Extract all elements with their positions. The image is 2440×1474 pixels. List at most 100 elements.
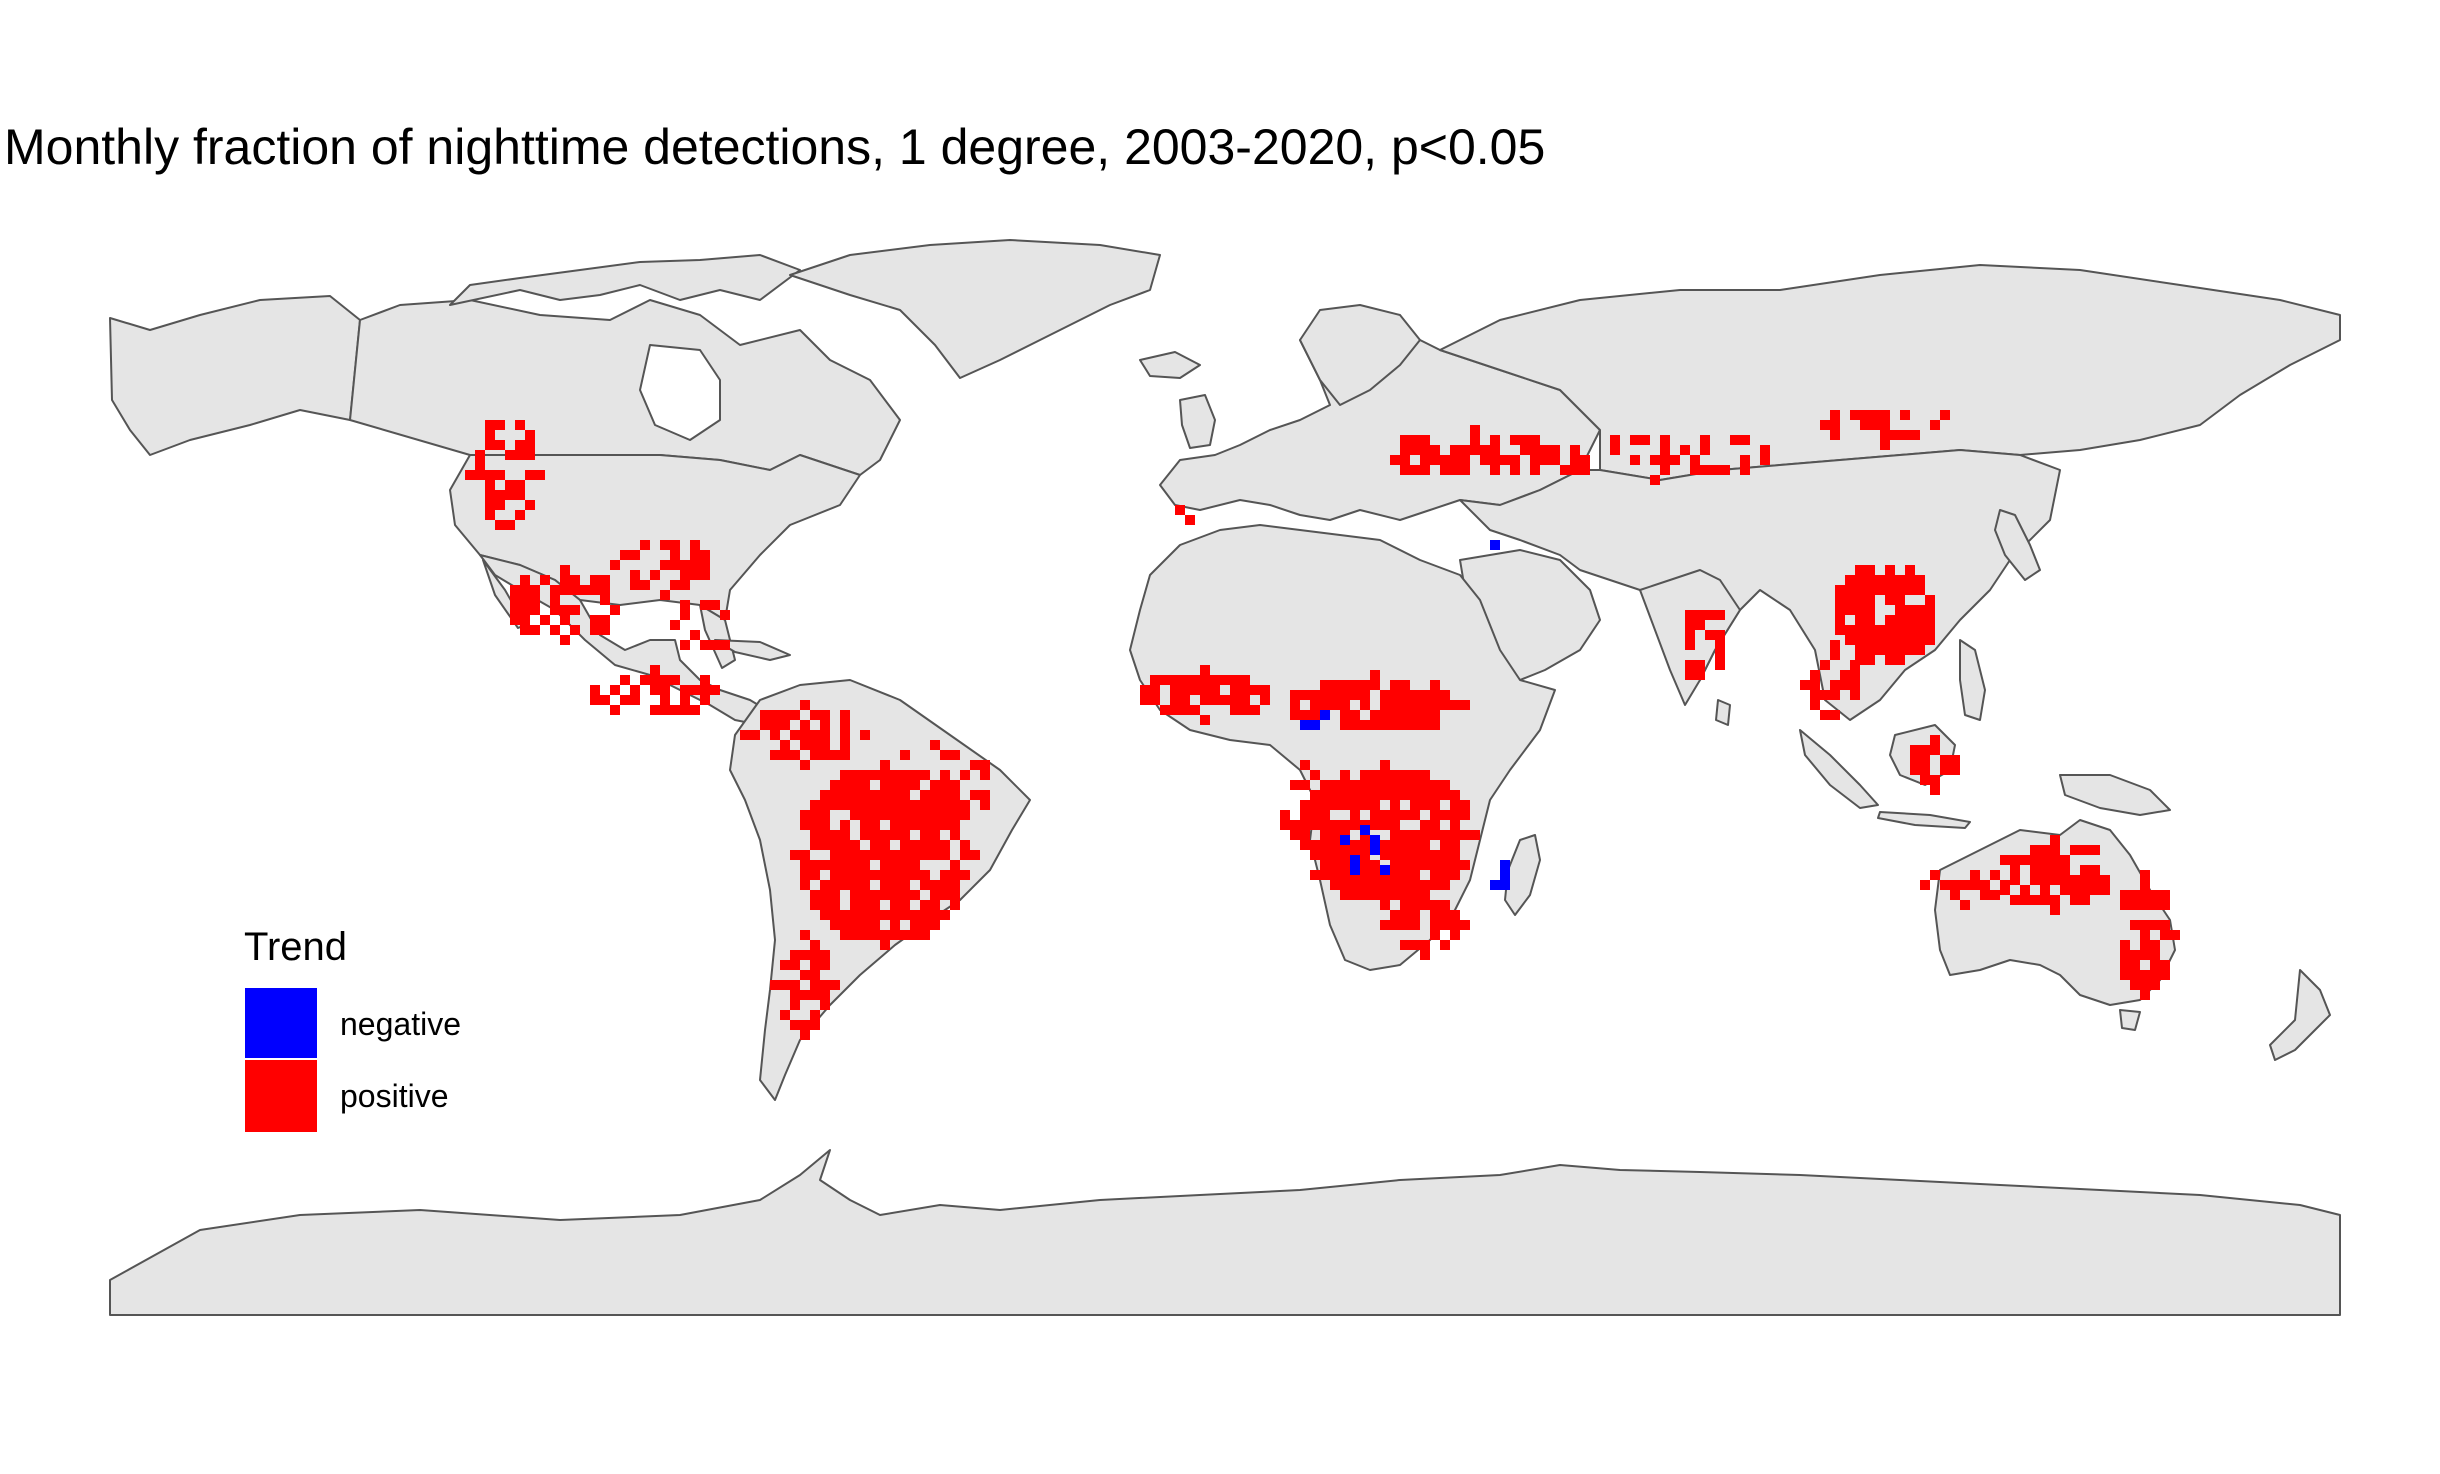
positive-trend-cell <box>640 540 650 550</box>
positive-trend-cell <box>1835 605 1845 615</box>
positive-trend-cell <box>890 790 900 800</box>
positive-trend-cell <box>475 450 485 460</box>
positive-trend-cell <box>670 540 680 550</box>
positive-trend-cell <box>860 850 870 860</box>
positive-trend-cell <box>750 730 760 740</box>
negative-trend-cell <box>1350 865 1360 875</box>
positive-trend-cell <box>1230 695 1240 705</box>
positive-trend-cell <box>1950 880 1960 890</box>
positive-trend-cell <box>1685 670 1695 680</box>
positive-trend-cell <box>1390 455 1400 465</box>
positive-trend-cell <box>1730 435 1740 445</box>
positive-trend-cell <box>1310 810 1320 820</box>
positive-trend-cell <box>790 980 800 990</box>
positive-trend-cell <box>1490 445 1500 455</box>
positive-trend-cell <box>1390 790 1400 800</box>
positive-trend-cell <box>1940 765 1950 775</box>
positive-trend-cell <box>1430 700 1440 710</box>
positive-trend-cell <box>800 820 810 830</box>
positive-trend-cell <box>1370 800 1380 810</box>
positive-trend-cell <box>1440 700 1450 710</box>
positive-trend-cell <box>1350 800 1360 810</box>
positive-trend-cell <box>1180 695 1190 705</box>
positive-trend-cell <box>1760 455 1770 465</box>
positive-trend-cell <box>1410 920 1420 930</box>
positive-trend-cell <box>1380 880 1390 890</box>
positive-trend-cell <box>1340 860 1350 870</box>
positive-trend-cell <box>1310 700 1320 710</box>
positive-trend-cell <box>740 730 750 740</box>
positive-trend-cell <box>2040 845 2050 855</box>
positive-trend-cell <box>1550 455 1560 465</box>
positive-trend-cell <box>1835 615 1845 625</box>
positive-trend-cell <box>1910 745 1920 755</box>
positive-trend-cell <box>2140 980 2150 990</box>
positive-trend-cell <box>1440 910 1450 920</box>
positive-trend-cell <box>2050 895 2060 905</box>
positive-trend-cell <box>1570 455 1580 465</box>
positive-trend-cell <box>1400 770 1410 780</box>
positive-trend-cell <box>1430 850 1440 860</box>
positive-trend-cell <box>910 860 920 870</box>
positive-trend-cell <box>900 750 910 760</box>
positive-trend-cell <box>1830 430 1840 440</box>
positive-trend-cell <box>1230 705 1240 715</box>
legend-label-positive: positive <box>340 1078 449 1114</box>
positive-trend-cell <box>1410 810 1420 820</box>
positive-trend-cell <box>1925 625 1935 635</box>
positive-trend-cell <box>960 850 970 860</box>
positive-trend-cell <box>1950 755 1960 765</box>
positive-trend-cell <box>525 450 535 460</box>
positive-trend-cell <box>1715 640 1725 650</box>
positive-trend-cell <box>690 560 700 570</box>
positive-trend-cell <box>1865 615 1875 625</box>
positive-trend-cell <box>2130 920 2140 930</box>
legend-title: Trend <box>244 925 347 969</box>
positive-trend-cell <box>790 1020 800 1030</box>
positive-trend-cell <box>780 740 790 750</box>
positive-trend-cell <box>1905 585 1915 595</box>
legend: Trend negative positive <box>244 925 461 1132</box>
positive-trend-cell <box>540 575 550 585</box>
positive-trend-cell <box>880 830 890 840</box>
positive-trend-cell <box>1400 700 1410 710</box>
positive-trend-cell <box>2150 950 2160 960</box>
positive-trend-cell <box>1200 685 1210 695</box>
positive-trend-cell <box>1840 680 1850 690</box>
positive-trend-cell <box>1695 670 1705 680</box>
positive-trend-cell <box>870 820 880 830</box>
positive-trend-cell <box>1430 680 1440 690</box>
positive-trend-cell <box>1540 445 1550 455</box>
positive-trend-cell <box>1520 435 1530 445</box>
negative-trend-cell <box>1360 825 1370 835</box>
positive-trend-cell <box>930 890 940 900</box>
positive-trend-cell <box>1900 410 1910 420</box>
positive-trend-cell <box>520 625 530 635</box>
positive-trend-cell <box>1410 850 1420 860</box>
positive-trend-cell <box>1410 870 1420 880</box>
positive-trend-cell <box>1400 870 1410 880</box>
positive-trend-cell <box>2140 880 2150 890</box>
positive-trend-cell <box>930 850 940 860</box>
positive-trend-cell <box>1950 765 1960 775</box>
positive-trend-cell <box>1340 780 1350 790</box>
positive-trend-cell <box>810 840 820 850</box>
positive-trend-cell <box>1330 680 1340 690</box>
positive-trend-cell <box>1875 645 1885 655</box>
positive-trend-cell <box>1920 755 1930 765</box>
positive-trend-cell <box>1850 690 1860 700</box>
positive-trend-cell <box>860 730 870 740</box>
positive-trend-cell <box>1380 780 1390 790</box>
positive-trend-cell <box>2130 970 2140 980</box>
positive-trend-cell <box>515 420 525 430</box>
positive-trend-cell <box>720 610 730 620</box>
positive-trend-cell <box>1990 890 2000 900</box>
positive-trend-cell <box>1460 700 1470 710</box>
land-tasmania <box>2119 1009 2141 1031</box>
positive-trend-cell <box>790 730 800 740</box>
positive-trend-cell <box>1440 790 1450 800</box>
positive-trend-cell <box>1695 660 1705 670</box>
positive-trend-cell <box>530 595 540 605</box>
positive-trend-cell <box>960 810 970 820</box>
positive-trend-cell <box>1520 445 1530 455</box>
